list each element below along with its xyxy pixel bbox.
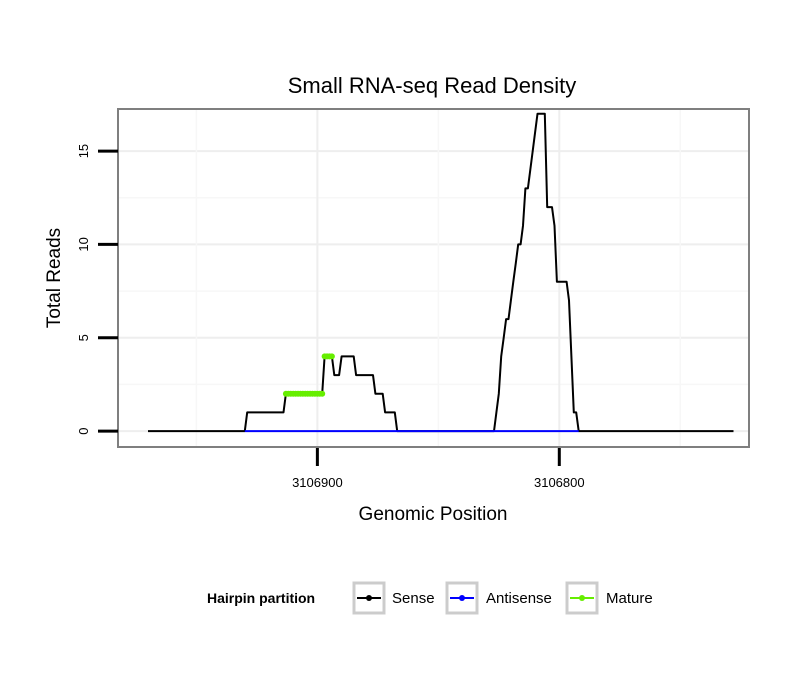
legend-key-point: [366, 595, 372, 601]
y-axis-title: Total Reads: [44, 228, 65, 328]
chart-title: Small RNA-seq Read Density: [288, 73, 577, 98]
legend-title: Hairpin partition: [207, 590, 315, 606]
x-axis-title: Genomic Position: [359, 504, 508, 525]
y-tick-label: 5: [76, 334, 91, 341]
plot-panel: [117, 108, 750, 448]
plot-border: [117, 108, 750, 448]
x-tick-label: 3106900: [292, 475, 343, 490]
legend-label-antisense: Antisense: [486, 590, 552, 607]
legend: Hairpin partition Sense Antisense Mature: [207, 581, 653, 615]
legend-label-mature: Mature: [606, 590, 653, 607]
mature-point: [328, 353, 335, 360]
legend-key-point: [579, 595, 585, 601]
x-tick-label: 3106800: [534, 475, 585, 490]
y-axis: 0 5 10 15: [76, 144, 118, 435]
mature-point: [319, 390, 326, 397]
x-axis: 3106900 3106800: [292, 448, 585, 490]
legend-label-sense: Sense: [392, 590, 435, 607]
y-tick-label: 0: [76, 427, 91, 434]
sense-series-line: [148, 112, 734, 433]
y-tick-label: 15: [76, 144, 91, 158]
y-tick-label: 10: [76, 237, 91, 251]
series-layer: [148, 112, 734, 433]
legend-key-point: [459, 595, 465, 601]
